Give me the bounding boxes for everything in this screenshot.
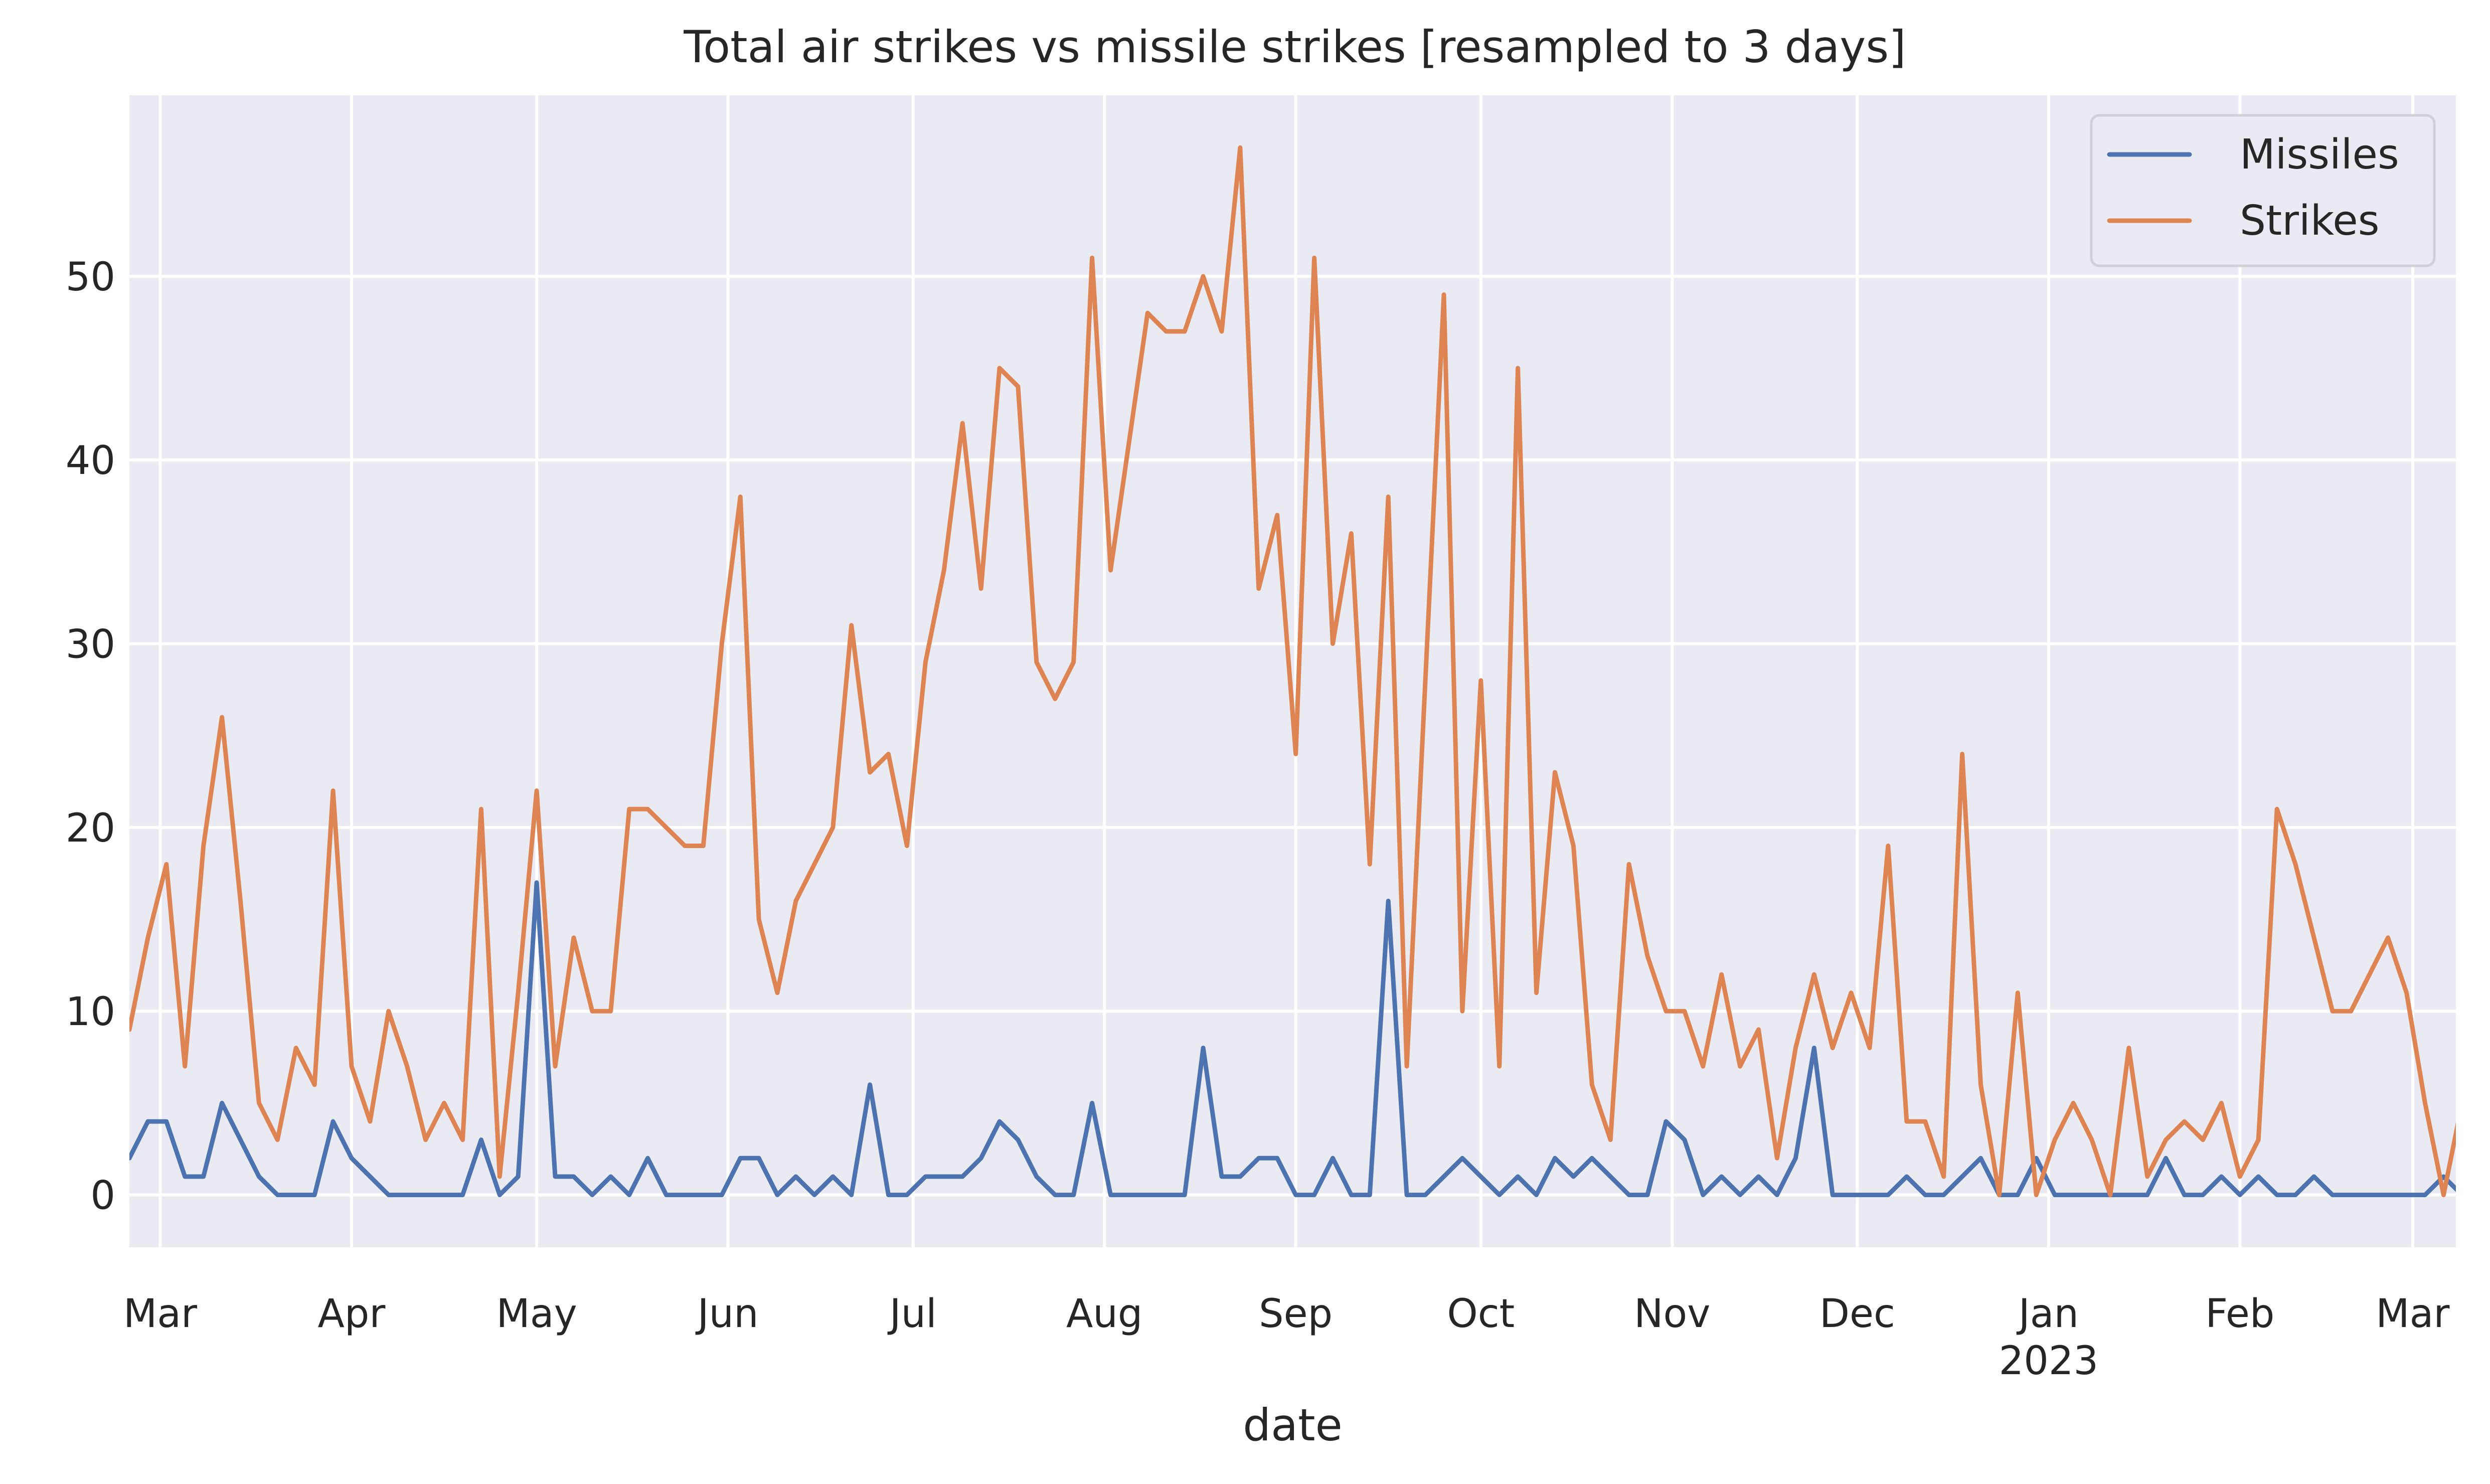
- series-lines: [129, 145, 2456, 1198]
- series-line-missiles: [129, 880, 2456, 1198]
- y-tick-label: 0: [90, 1174, 115, 1219]
- x-tick-label: Sep: [1259, 1291, 1333, 1337]
- y-tick-label: 10: [66, 990, 115, 1035]
- x-tick-label: Aug: [1066, 1291, 1142, 1337]
- grid: [129, 95, 2456, 1247]
- x-tick-label: Apr: [318, 1291, 386, 1337]
- x-axis-label: date: [1243, 1399, 1342, 1451]
- x-tick-label: May: [496, 1291, 577, 1337]
- x-tick-label: Oct: [1447, 1291, 1515, 1337]
- y-tick-label: 20: [66, 806, 115, 851]
- y-tick-label: 50: [66, 255, 115, 300]
- x-tick-label: Mar: [123, 1291, 198, 1337]
- series-line-strikes: [129, 145, 2456, 1198]
- y-axis-tick-labels: 0 10 20 30 40 50: [66, 255, 115, 1219]
- x-tick-label: Dec: [1819, 1291, 1895, 1337]
- x-tick-label: Feb: [2205, 1291, 2274, 1337]
- x-tick-label: Mar: [2376, 1291, 2450, 1337]
- y-tick-label: 30: [66, 622, 115, 668]
- x-tick-label: Nov: [1634, 1291, 1710, 1337]
- x-tick-label: Jun: [695, 1291, 759, 1337]
- x-tick-label: Jul: [887, 1291, 937, 1337]
- legend: Missiles Strikes: [2090, 114, 2436, 267]
- plot-area: [129, 95, 2456, 1247]
- legend-label: Strikes: [2240, 197, 2379, 245]
- legend-label: Missiles: [2240, 131, 2399, 179]
- y-tick-label: 40: [66, 438, 115, 483]
- x-tick-label: Jan: [2016, 1291, 2079, 1337]
- x-tick-sublabel: 2023: [1999, 1339, 2099, 1384]
- chart-title: Total air strikes vs missile strikes [re…: [683, 21, 1906, 73]
